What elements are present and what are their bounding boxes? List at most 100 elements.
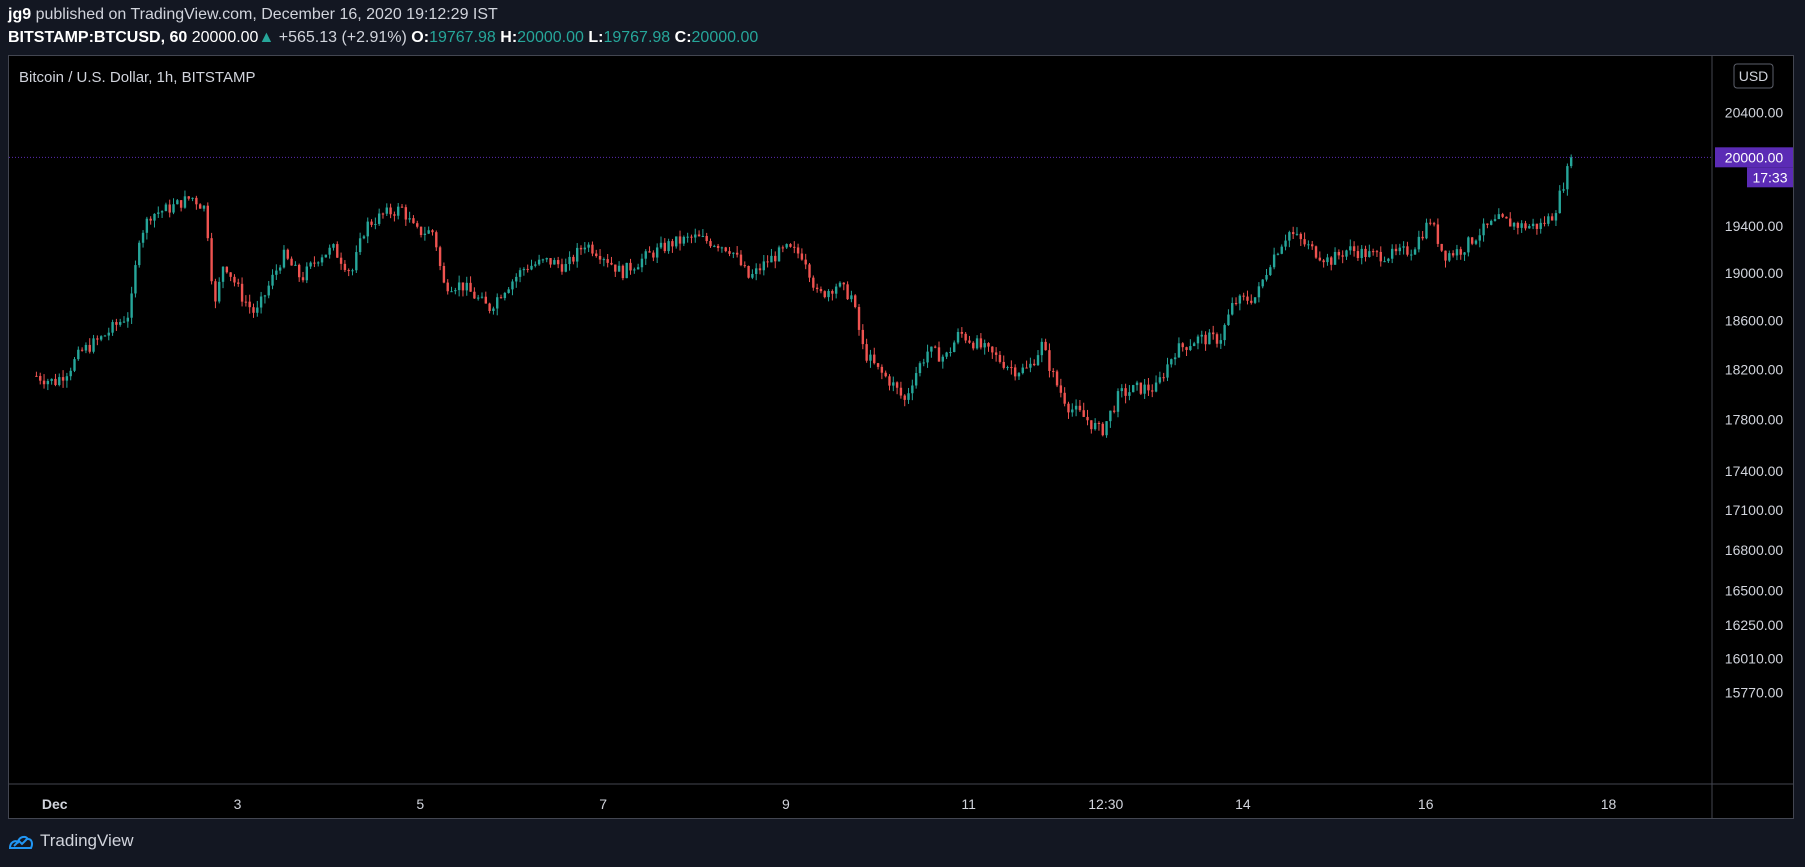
candle-body xyxy=(351,270,354,272)
candle-body xyxy=(1558,190,1561,214)
candle-body xyxy=(267,285,270,296)
candle-body xyxy=(1048,350,1051,371)
x-tick-label-9: 18 xyxy=(1601,796,1617,812)
candle-body xyxy=(701,235,705,237)
candle-body xyxy=(65,376,69,381)
candle-body xyxy=(644,251,647,259)
candle-body xyxy=(785,244,788,248)
candle-body xyxy=(1033,363,1036,366)
change-value: +565.13 (+2.91%) xyxy=(278,29,407,46)
candle-body xyxy=(945,352,948,357)
close-label: C: xyxy=(674,29,692,46)
candle-body xyxy=(54,378,57,386)
candle-body xyxy=(73,359,76,371)
candle-body xyxy=(476,297,480,299)
candle-body xyxy=(1147,384,1150,391)
candle-body xyxy=(960,331,964,334)
candle-body xyxy=(907,393,910,400)
candle-body xyxy=(278,267,282,271)
candlestick-chart[interactable]: 20400.00 19400.00 19000.00 18600.00 18200.00… xyxy=(9,56,1794,819)
candle-body xyxy=(511,281,514,290)
chart-frame[interactable]: 20400.00 19400.00 19000.00 18600.00 18200.00… xyxy=(8,55,1794,819)
candle-body xyxy=(1010,367,1013,369)
candle-body xyxy=(956,331,960,343)
candle-body xyxy=(50,378,53,381)
candle-body xyxy=(1276,253,1280,255)
candle-body xyxy=(930,346,933,352)
candle-body xyxy=(1486,223,1489,225)
candle-body xyxy=(690,236,693,238)
candle-body xyxy=(461,282,465,291)
candle-body xyxy=(138,242,141,266)
footer-brand[interactable]: TradingView xyxy=(8,831,134,851)
candle-body xyxy=(1135,382,1139,386)
candle-body xyxy=(640,258,644,268)
candle-body xyxy=(873,354,876,364)
candle-body xyxy=(103,335,107,337)
candle-body xyxy=(1219,340,1223,344)
candle-body xyxy=(1383,261,1386,263)
candle-body xyxy=(1326,257,1329,263)
candle-body xyxy=(1455,249,1459,256)
candle-body xyxy=(1231,303,1234,315)
candle-body xyxy=(793,246,796,248)
published-text: published on TradingView.com, December 1… xyxy=(35,6,498,23)
candle-body xyxy=(237,282,240,284)
candle-body xyxy=(1413,249,1417,255)
candle-body xyxy=(408,218,411,220)
candle-body xyxy=(1432,223,1436,225)
candle-body xyxy=(804,259,807,265)
candle-body xyxy=(713,245,716,247)
candle-body xyxy=(903,395,906,400)
candle-body xyxy=(1307,244,1310,246)
candle-body xyxy=(884,372,887,377)
candle-body xyxy=(191,197,194,199)
candle-body xyxy=(1082,410,1085,417)
candle-body xyxy=(1440,243,1443,251)
candle-body xyxy=(812,277,815,288)
candle-body xyxy=(918,363,922,374)
candle-body xyxy=(1467,237,1470,253)
candle-body xyxy=(1394,248,1398,252)
candle-body xyxy=(442,265,446,283)
candle-body xyxy=(233,276,236,283)
candle-body xyxy=(503,292,507,299)
open-label: O: xyxy=(411,29,430,46)
candle-body xyxy=(1071,409,1074,413)
candle-body xyxy=(869,354,872,361)
candle-body xyxy=(617,265,621,272)
candle-body xyxy=(1227,314,1230,326)
candle-body xyxy=(347,270,350,272)
candle-body xyxy=(1311,244,1314,247)
candle-body xyxy=(1257,286,1261,298)
candle-body xyxy=(1093,422,1097,430)
open-value: 19767.98 xyxy=(429,29,496,46)
candle-body xyxy=(1223,325,1226,341)
candle-body xyxy=(964,333,967,341)
candle-body xyxy=(861,329,865,345)
candle-body xyxy=(732,252,735,254)
candle-body xyxy=(728,251,731,254)
candle-body xyxy=(1375,251,1379,253)
y-tick-label-12: 15770.00 xyxy=(1725,684,1784,700)
candle-body xyxy=(1345,250,1348,257)
candle-body xyxy=(153,213,156,221)
candle-body xyxy=(1280,246,1283,254)
candle-body xyxy=(983,343,986,348)
symbol-label[interactable]: BITSTAMP:BTCUSD, 60 xyxy=(8,29,188,46)
y-tick-label-4: 18200.00 xyxy=(1725,362,1784,378)
candle-body xyxy=(933,346,937,348)
candle-body xyxy=(141,232,145,243)
candle-body xyxy=(842,282,845,285)
currency-button[interactable]: USD xyxy=(1733,63,1774,89)
candle-body xyxy=(355,252,358,271)
candle-body xyxy=(1139,382,1143,394)
candle-body xyxy=(259,296,263,308)
publisher-name[interactable]: jg9 xyxy=(8,6,32,23)
tradingview-logo-icon xyxy=(8,835,33,849)
candle-body xyxy=(1154,382,1158,392)
candle-body xyxy=(1017,373,1021,377)
last-price-value: 20000.00 xyxy=(191,29,259,46)
candle-body xyxy=(1539,222,1542,229)
y-tick-label-8: 16800.00 xyxy=(1725,542,1784,558)
